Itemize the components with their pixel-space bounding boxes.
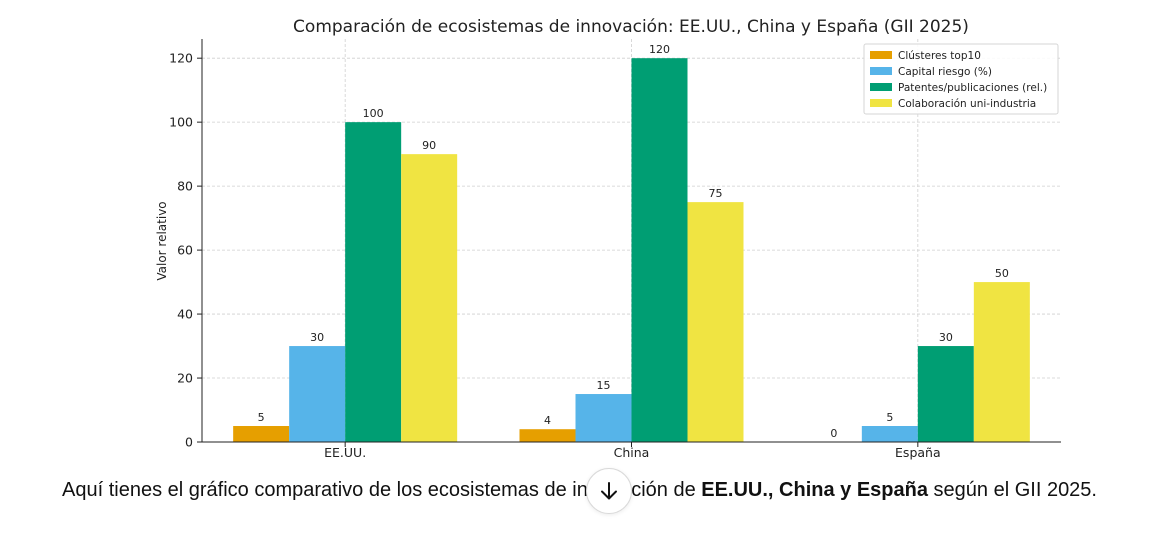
bar-value-label: 4: [544, 414, 551, 427]
x-tick-label: EE.UU.: [324, 445, 366, 460]
bar: [519, 429, 576, 442]
arrow-down-icon: [601, 482, 617, 500]
bar-value-label: 5: [886, 411, 893, 424]
bar-value-label: 100: [363, 107, 384, 120]
bar-value-label: 120: [649, 43, 670, 56]
bars: [233, 58, 1030, 443]
bar: [575, 394, 632, 442]
bar: [631, 58, 688, 442]
bar: [289, 346, 346, 442]
legend-label: Clústeres top10: [898, 50, 981, 62]
bar: [345, 122, 402, 443]
y-tick-label: 0: [185, 435, 193, 450]
y-axis-label: Valor relativo: [155, 201, 169, 280]
y-tick-label: 100: [169, 115, 193, 130]
y-tick-label: 120: [169, 51, 193, 66]
bar: [917, 346, 974, 442]
legend-swatch: [870, 51, 892, 59]
bar: [973, 282, 1030, 442]
y-tick-label: 60: [177, 243, 193, 258]
chart-container: Comparación de ecosistemas de innovación…: [155, 17, 1061, 460]
message-text-bold: EE.UU., China y España: [701, 479, 928, 501]
bar-value-label: 30: [310, 331, 324, 344]
legend-label: Capital riesgo (%): [898, 66, 992, 78]
legend-box: [863, 43, 1059, 115]
axes: [197, 39, 1061, 447]
bar-value-label: 75: [709, 187, 723, 200]
legend-label: Colaboración uni-industria: [898, 98, 1036, 110]
y-tick-label: 80: [177, 179, 193, 194]
legend-swatch: [870, 99, 892, 107]
chart-svg: Comparación de ecosistemas de innovación…: [155, 17, 1061, 460]
bar-value-label: 15: [597, 379, 611, 392]
bar-value-label: 5: [258, 411, 265, 424]
legend-label: Patentes/publicaciones (rel.): [898, 82, 1047, 94]
bar: [233, 426, 290, 442]
message-text-start: Aquí tienes el gráfico comparativo de lo…: [62, 479, 702, 501]
legend-swatch: [870, 83, 892, 91]
bar-chart: Comparación de ecosistemas de innovación…: [155, 17, 1061, 460]
bar-value-label: 0: [830, 427, 837, 440]
y-tick-label: 40: [177, 307, 193, 322]
bar: [861, 426, 918, 442]
bar: [401, 154, 458, 442]
legend: Clústeres top10 Capital riesgo (%) Patente…: [863, 43, 1059, 115]
x-tick-label: España: [895, 445, 941, 460]
x-tick-label: China: [614, 445, 650, 460]
y-tick-label: 20: [177, 371, 193, 386]
bar: [687, 202, 744, 442]
bar-value-label: 30: [939, 331, 953, 344]
legend-swatch: [870, 67, 892, 75]
message-text-end: según el GII 2025.: [927, 479, 1097, 501]
chart-title: Comparación de ecosistemas de innovación…: [293, 17, 969, 37]
bar-value-label: 90: [422, 139, 436, 152]
scroll-down-button[interactable]: [586, 468, 632, 514]
assistant-message: Aquí tienes el gráfico comparativo de lo…: [62, 472, 1152, 508]
bar-value-label: 50: [995, 267, 1009, 280]
